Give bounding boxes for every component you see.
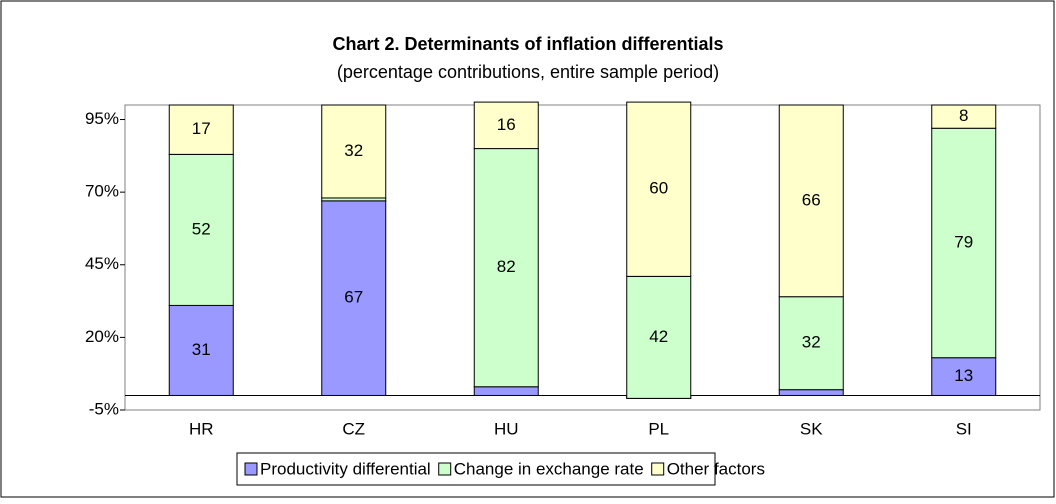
plot-area	[124, 104, 1041, 411]
bar-segment	[626, 275, 692, 399]
y-tick-label: -5%	[89, 399, 119, 418]
x-tick-label: SK	[800, 419, 823, 438]
x-tick-label: PL	[648, 419, 669, 438]
bar-segment	[168, 104, 234, 155]
chart-subtitle: (percentage contributions, entire sample…	[337, 62, 719, 82]
data-label: 17	[192, 119, 211, 138]
data-label: 42	[649, 327, 668, 346]
data-label: 13	[954, 366, 973, 385]
data-label: 8	[959, 106, 968, 125]
bar-segment	[931, 104, 997, 129]
legend-swatch	[244, 462, 258, 476]
bar-segment	[931, 127, 997, 359]
bar-segment	[778, 296, 844, 391]
x-tick-label: HR	[189, 419, 214, 438]
x-tick-label: CZ	[342, 419, 365, 438]
bar-segment	[473, 386, 539, 396]
bar-segment	[473, 148, 539, 388]
data-label: 60	[649, 179, 668, 198]
bar-segment	[778, 104, 844, 298]
legend-label: Productivity differential	[260, 459, 431, 478]
data-label: 82	[497, 257, 516, 276]
chart-title: Chart 2. Determinants of inflation diffe…	[332, 34, 723, 54]
data-label: 67	[344, 288, 363, 307]
y-tick-label: 70%	[85, 182, 119, 201]
bar-segment	[321, 200, 387, 396]
data-label: 79	[954, 232, 973, 251]
bar-segment	[931, 357, 997, 396]
bar-segment	[168, 153, 234, 306]
legend-label: Other factors	[667, 459, 765, 478]
legend-swatch	[438, 462, 452, 476]
bar-segment	[626, 101, 692, 277]
legend-label: Change in exchange rate	[454, 459, 644, 478]
y-tick-label: 45%	[85, 254, 119, 273]
x-tick-label: HU	[494, 419, 519, 438]
data-label: 32	[344, 141, 363, 160]
bar-segment	[321, 104, 387, 199]
y-tick-label: 95%	[85, 109, 119, 128]
y-tick-label: 20%	[85, 327, 119, 346]
data-label: 66	[802, 190, 821, 209]
bar-segment	[778, 389, 844, 396]
data-label: 31	[192, 340, 211, 359]
legend-swatch	[651, 462, 665, 476]
legend-box	[236, 452, 716, 486]
bar-segment	[168, 304, 234, 396]
data-label: 52	[192, 219, 211, 238]
data-label: 16	[497, 115, 516, 134]
data-label: 32	[802, 333, 821, 352]
x-tick-label: SI	[956, 419, 972, 438]
bar-segment	[473, 101, 539, 150]
